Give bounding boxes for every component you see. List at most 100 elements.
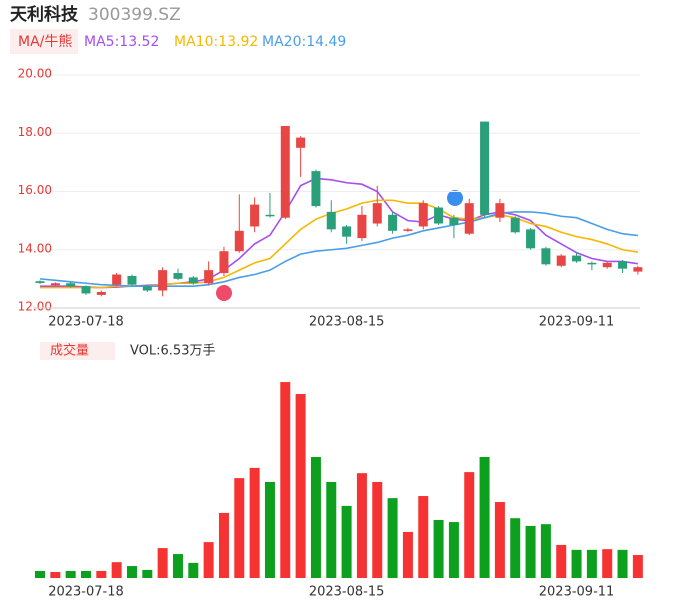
- legend-entry: MA10:13.92: [174, 34, 258, 50]
- candle-body: [510, 217, 520, 233]
- volume-bar: [111, 562, 122, 578]
- volume-bar: [632, 555, 643, 578]
- candle-body: [81, 286, 91, 294]
- volume-bar: [280, 382, 291, 578]
- candle-body: [326, 211, 336, 230]
- x-tick-label: 2023-09-11: [539, 315, 615, 330]
- candle-body: [158, 270, 168, 291]
- legend-entry: MA20:14.49: [262, 34, 346, 50]
- signal-icon[interactable]: [216, 285, 232, 301]
- volume-bar: [402, 531, 413, 578]
- volume-bar: [479, 456, 490, 578]
- vol-tag[interactable]: 成交量: [50, 343, 89, 359]
- volume-bar: [96, 570, 107, 578]
- volume-bar: [356, 473, 367, 578]
- candle-body: [296, 137, 306, 148]
- x-tick-label: 2023-08-15: [309, 585, 385, 600]
- volume-bar: [433, 519, 444, 578]
- volume-bar: [617, 549, 628, 578]
- candle-body: [464, 203, 474, 234]
- y-tick-label: 12.00: [18, 300, 52, 314]
- vol-text: VOL:6.53万手: [130, 344, 215, 359]
- x-tick-label: 2023-07-18: [48, 585, 124, 600]
- volume-bar: [249, 467, 260, 578]
- ma-line: [39, 211, 638, 287]
- volume-bar: [448, 522, 459, 578]
- candle-body: [188, 277, 198, 284]
- x-tick-label: 2023-09-11: [539, 585, 615, 600]
- candle-body: [265, 214, 275, 217]
- candle-body: [50, 283, 60, 286]
- candle-body: [219, 251, 229, 274]
- candle-body: [342, 226, 352, 237]
- candle-body: [434, 207, 444, 224]
- candle-body: [250, 204, 260, 227]
- candle-body: [541, 248, 551, 265]
- candle-body: [142, 286, 152, 291]
- volume-bar: [264, 481, 275, 578]
- volume-bar: [234, 478, 245, 578]
- candle-body: [280, 125, 290, 218]
- vol-tag-bg[interactable]: [40, 342, 115, 360]
- volume-bar: [50, 572, 61, 578]
- candle-body: [602, 262, 612, 268]
- candle-body: [618, 261, 628, 269]
- y-tick-label: 18.00: [18, 125, 52, 139]
- x-tick-label: 2023-07-18: [48, 315, 124, 330]
- signal-icon[interactable]: [447, 190, 463, 206]
- candle-body: [388, 214, 398, 231]
- ma-tag-bg[interactable]: [10, 29, 78, 54]
- candle-body: [418, 203, 428, 227]
- stock-code: 300399.SZ: [88, 5, 181, 25]
- candle-body: [35, 281, 45, 283]
- volume-bar: [188, 562, 199, 578]
- candle-body: [633, 267, 643, 272]
- legend-entry: MA5:13.52: [84, 34, 159, 50]
- volume-bar: [341, 505, 352, 578]
- volume-bar: [464, 472, 475, 578]
- volume-bar: [540, 524, 551, 578]
- volume-bar: [35, 570, 45, 578]
- candle-body: [357, 214, 367, 239]
- volume-bar: [157, 548, 168, 578]
- candle-body: [372, 203, 382, 224]
- volume-bar: [525, 525, 536, 578]
- volume-bar: [556, 544, 567, 578]
- volume-bar: [602, 549, 613, 578]
- volume-bar: [218, 512, 229, 578]
- ma-tag[interactable]: MA/牛熊: [18, 34, 72, 50]
- volume-bar: [372, 481, 383, 578]
- y-tick-label: 16.00: [18, 183, 52, 197]
- volume-bar: [142, 569, 153, 578]
- volume-bar: [172, 554, 183, 578]
- volume-bar: [418, 496, 429, 578]
- candle-body: [173, 273, 183, 279]
- volume-bar: [310, 456, 321, 578]
- volume-bar: [326, 481, 337, 578]
- candle-body: [495, 203, 505, 218]
- candle-body: [96, 291, 106, 295]
- volume-bar: [80, 570, 91, 578]
- x-tick-label: 2023-08-15: [309, 315, 385, 330]
- candle-body: [572, 255, 582, 262]
- candle-body: [112, 274, 122, 285]
- candle-body: [204, 270, 214, 284]
- stock-name: 天利科技: [10, 4, 79, 25]
- ma-line: [40, 177, 638, 289]
- candle-body: [66, 283, 76, 287]
- candle-body: [526, 229, 536, 249]
- volume-bar: [387, 498, 398, 578]
- candle-body: [234, 230, 244, 252]
- y-tick-label: 20.00: [18, 67, 52, 81]
- candle-body: [480, 121, 490, 215]
- volume-bar: [295, 394, 306, 578]
- candle-body: [311, 171, 321, 207]
- volume-bar: [571, 549, 582, 578]
- volume-bar: [203, 542, 214, 578]
- volume-bar: [126, 566, 137, 578]
- volume-bar: [510, 518, 521, 578]
- volume-bar: [586, 549, 597, 578]
- candle-body: [587, 262, 597, 265]
- volume-bar: [65, 570, 76, 578]
